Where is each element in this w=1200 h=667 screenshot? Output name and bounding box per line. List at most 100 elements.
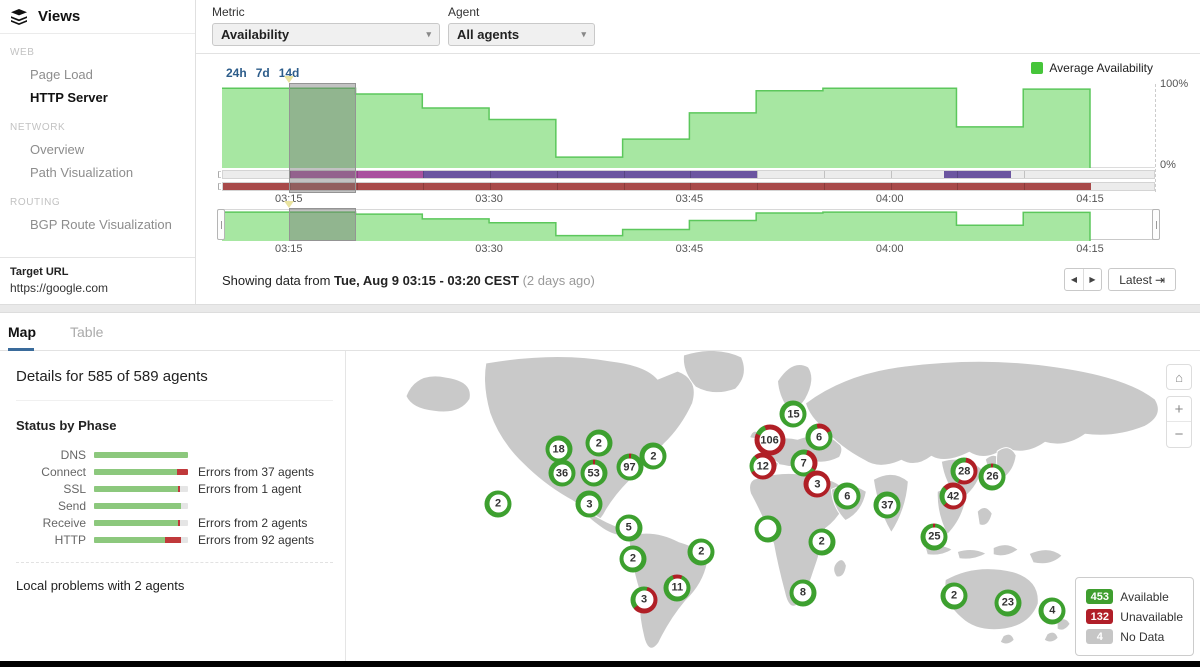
nav-section-web: WEB <box>10 47 35 58</box>
time-tick-label: 03:30 <box>475 243 503 255</box>
range-24h-link[interactable]: 24h <box>226 66 247 80</box>
range-7d-link[interactable]: 7d <box>255 66 270 80</box>
legend-row-unavailable: 132 Unavailable <box>1086 609 1183 624</box>
availability-chart[interactable] <box>222 84 1155 168</box>
map-marker[interactable]: 23 <box>994 589 1022 617</box>
zoom-in-button[interactable]: + <box>1167 397 1191 422</box>
map-marker[interactable]: 12 <box>749 452 777 480</box>
map-marker[interactable]: 5 <box>615 514 643 542</box>
map-section: Details for 585 of 589 agents Status by … <box>0 351 1200 661</box>
legend-label: Average Availability <box>1049 61 1153 75</box>
world-map-area[interactable]: 18 2 97 2 36 53 3 2 5 2 2 11 3 15 106 6 12 7 3 6 37 2 8 28 26 42 2… <box>346 351 1200 661</box>
phase-green-segment <box>94 452 188 458</box>
agent-dropdown[interactable]: All agents ▾ <box>448 23 595 46</box>
phase-bar <box>94 537 188 543</box>
map-marker[interactable]: 28 <box>950 457 978 485</box>
marker-count: 2 <box>692 542 711 561</box>
sidebar-item-path-visualization[interactable]: Path Visualization <box>30 165 134 180</box>
bar-tick <box>289 171 291 178</box>
marker-count: 97 <box>620 458 639 477</box>
status-segment-purple <box>944 171 1011 178</box>
map-marker[interactable]: 25 <box>920 523 948 551</box>
map-marker[interactable]: 3 <box>803 470 831 498</box>
bar-tick <box>623 183 625 190</box>
map-marker[interactable]: 3 <box>575 490 603 518</box>
metric-dropdown[interactable]: Availability ▾ <box>212 23 440 46</box>
timeline-navigator[interactable] <box>217 209 1160 241</box>
map-marker[interactable]: 2 <box>687 538 715 566</box>
map-marker[interactable]: 2 <box>619 545 647 573</box>
bar-endcap <box>218 171 221 178</box>
views-nav: WEB Page Load HTTP Server NETWORK Overview Pa… <box>0 47 195 236</box>
map-marker[interactable]: 6 <box>805 423 833 451</box>
sidebar-item-overview[interactable]: Overview <box>30 142 85 157</box>
map-marker[interactable] <box>754 515 782 543</box>
map-marker[interactable]: 8 <box>789 579 817 607</box>
tab-map[interactable]: Map <box>8 313 36 351</box>
prev-interval-button[interactable]: ◀ <box>1070 275 1078 284</box>
time-tick-label: 04:00 <box>875 193 904 205</box>
tab-table-label: Table <box>70 323 104 340</box>
selection-handle-icon[interactable] <box>283 76 294 83</box>
phase-error-note: Errors from 37 agents <box>198 465 315 479</box>
map-marker[interactable]: 36 <box>548 459 576 487</box>
marker-count: 6 <box>810 428 829 447</box>
next-interval-button[interactable]: ▶ <box>1083 269 1101 290</box>
map-home-button[interactable]: ⌂ <box>1166 364 1192 390</box>
marker-count: 28 <box>955 462 974 481</box>
latest-button[interactable]: Latest ⇥ <box>1108 268 1176 291</box>
bar-tick <box>356 171 358 178</box>
time-selection[interactable] <box>288 83 356 193</box>
map-marker[interactable]: 3 <box>630 586 658 614</box>
tab-table[interactable]: Table <box>70 313 103 350</box>
map-marker[interactable]: 15 <box>779 400 807 428</box>
error-status-bar[interactable] <box>218 182 1155 191</box>
selection-handle-icon[interactable] <box>283 201 294 208</box>
marker-count: 2 <box>945 586 964 605</box>
map-marker[interactable]: 97 <box>616 453 644 481</box>
map-marker[interactable]: 11 <box>663 574 691 602</box>
phase-green-segment <box>94 537 166 543</box>
showing-prefix: Showing data from <box>222 273 335 288</box>
route-status-bar[interactable] <box>218 170 1155 179</box>
map-marker[interactable]: 106 <box>754 424 786 456</box>
phase-label: Receive <box>42 516 86 530</box>
sidebar-item-page-load[interactable]: Page Load <box>30 67 93 82</box>
map-marker[interactable]: 26 <box>978 463 1006 491</box>
map-zoom-control: + − <box>1166 396 1192 448</box>
marker-count: 2 <box>644 447 663 466</box>
marker-count: 3 <box>808 475 827 494</box>
zoom-out-button[interactable]: − <box>1174 426 1184 443</box>
sidebar-title: Views <box>38 8 81 25</box>
sidebar-item-http-server[interactable]: HTTP Server <box>30 90 108 105</box>
phase-green-segment <box>94 520 178 526</box>
map-marker[interactable]: 2 <box>585 429 613 457</box>
bar-tick <box>490 171 492 178</box>
marker-count: 26 <box>983 467 1002 486</box>
agent-value: All agents <box>457 27 520 42</box>
bar-tick <box>423 171 425 178</box>
map-marker[interactable]: 2 <box>808 528 836 556</box>
y-axis-min-label: 0% <box>1160 159 1176 171</box>
map-marker[interactable]: 7 <box>790 449 818 477</box>
bar-tick <box>556 183 558 190</box>
sidebar-item-bgp-route-visualization[interactable]: BGP Route Visualization <box>30 217 172 232</box>
world-map[interactable] <box>346 351 1200 661</box>
map-marker[interactable]: 2 <box>639 442 667 470</box>
navigator-right-handle[interactable] <box>1152 209 1160 240</box>
map-marker[interactable]: 37 <box>873 491 901 519</box>
map-marker[interactable]: 42 <box>939 482 967 510</box>
map-marker[interactable]: 2 <box>484 490 512 518</box>
map-marker[interactable]: 6 <box>833 482 861 510</box>
status-segment-magenta <box>289 171 424 178</box>
map-marker[interactable]: 18 <box>545 435 573 463</box>
marker-count: 25 <box>925 527 944 546</box>
phase-bar <box>94 520 188 526</box>
phase-row-connect: Connect Errors from 37 agents <box>16 465 333 479</box>
map-marker[interactable]: 53 <box>580 459 608 487</box>
map-marker[interactable]: 2 <box>940 582 968 610</box>
map-marker[interactable]: 4 <box>1038 597 1066 625</box>
showing-range: Tue, Aug 9 03:15 - 03:20 CEST <box>334 273 519 288</box>
navigator-selection[interactable] <box>288 208 356 241</box>
navigator-left-handle[interactable] <box>217 209 225 240</box>
